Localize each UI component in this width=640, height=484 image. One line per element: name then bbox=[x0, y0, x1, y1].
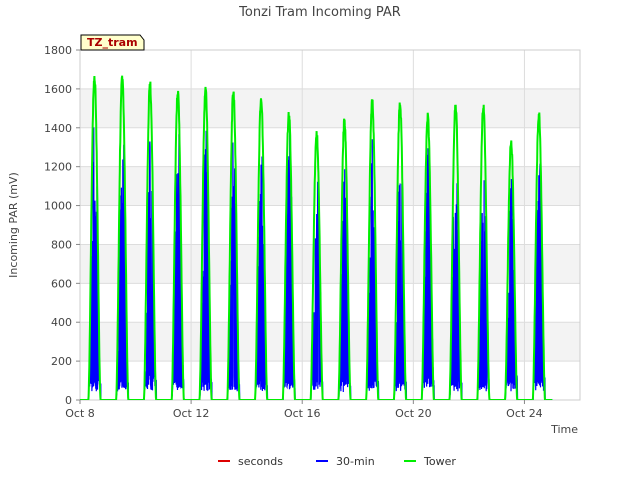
legend: seconds 30-min Tower bbox=[218, 455, 456, 468]
grid-band bbox=[80, 166, 580, 206]
x-tick-label: Oct 8 bbox=[65, 407, 95, 420]
y-tick-label: 800 bbox=[51, 238, 72, 251]
y-tick-label: 400 bbox=[51, 316, 72, 329]
y-tick-label: 0 bbox=[65, 394, 72, 407]
legend-label: 30-min bbox=[336, 455, 375, 468]
x-tick-label: Oct 24 bbox=[506, 407, 543, 420]
site-badge-label: TZ_tram bbox=[87, 36, 138, 49]
x-tick-label: Oct 12 bbox=[173, 407, 210, 420]
y-tick-label: 1400 bbox=[44, 122, 72, 135]
grid-band bbox=[80, 322, 580, 362]
plot-area bbox=[80, 75, 553, 400]
legend-item-30-min: 30-min bbox=[316, 455, 375, 468]
plot-background-bands bbox=[80, 88, 580, 362]
grid-band bbox=[80, 88, 580, 128]
y-tick-label: 200 bbox=[51, 355, 72, 368]
y-axis-label: Incoming PAR (mV) bbox=[7, 172, 20, 278]
legend-item-tower: Tower bbox=[404, 455, 456, 468]
y-tick-label: 600 bbox=[51, 277, 72, 290]
legend-item-seconds: seconds bbox=[218, 455, 283, 468]
x-axis-label: Time bbox=[550, 423, 578, 436]
y-tick-label: 1600 bbox=[44, 83, 72, 96]
x-axis: Oct 8 Oct 12 Oct 16 Oct 20 Oct 24 bbox=[65, 400, 543, 420]
y-tick-label: 1000 bbox=[44, 200, 72, 213]
chart-title: Tonzi Tram Incoming PAR bbox=[238, 5, 401, 20]
site-badge: TZ_tram bbox=[80, 34, 145, 51]
series-line-30-min bbox=[80, 127, 553, 400]
x-tick-label: Oct 16 bbox=[284, 407, 321, 420]
x-tick-label: Oct 20 bbox=[395, 407, 432, 420]
legend-label: seconds bbox=[238, 455, 283, 468]
y-tick-label: 1800 bbox=[44, 44, 72, 57]
legend-label: Tower bbox=[423, 455, 456, 468]
y-tick-label: 1200 bbox=[44, 161, 72, 174]
y-axis: 0 200 400 600 800 1000 1200 1400 1600 1800 bbox=[44, 44, 80, 407]
grid-band bbox=[80, 244, 580, 284]
series-line-tower bbox=[80, 75, 553, 400]
